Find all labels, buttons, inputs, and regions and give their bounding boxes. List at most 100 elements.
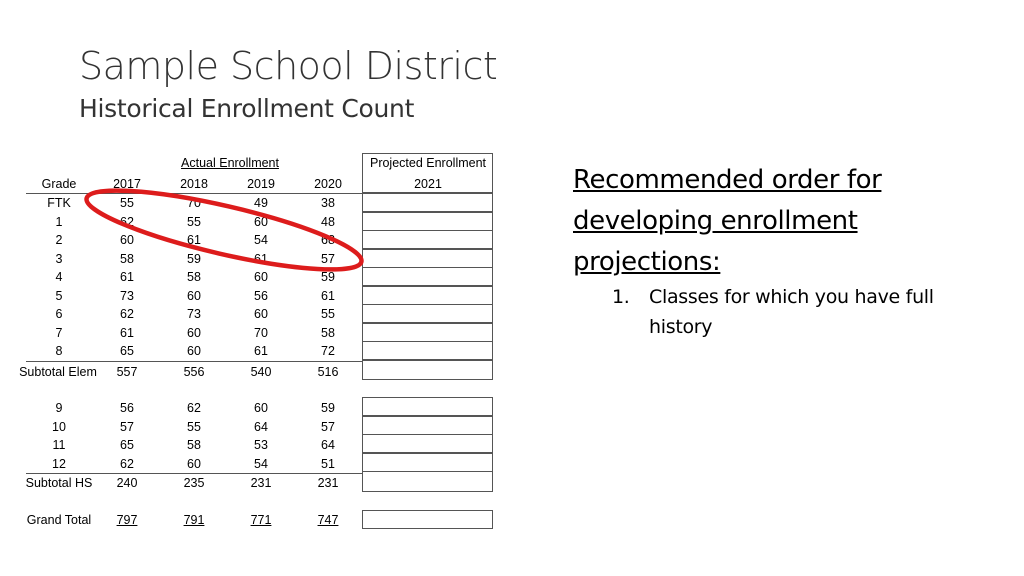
grade-label: FTK [47,196,71,210]
item-text: Classes for which you have full history [649,286,934,338]
subtotal-hs-value: 235 [183,476,205,490]
enrollment-value: 55 [187,214,201,229]
enrollment-value: 60 [254,307,268,321]
grade-label: 12 [52,456,66,471]
enrollment-value: 60 [187,325,201,340]
year-header: 2020 [314,177,342,191]
subtotal-elem-value: 556 [183,364,205,379]
subtotal-rule [26,360,362,362]
enrollment-value: 57 [321,419,335,434]
enrollment-value: 61 [254,251,268,266]
grade-label: 4 [55,270,63,284]
grade-label: 6 [55,307,63,321]
item-number: 1. [612,286,630,308]
grade-label: 7 [55,325,63,340]
subtotal-hs-value: 231 [250,476,272,490]
enrollment-value: 55 [321,307,335,321]
year-header: 2017 [113,177,141,191]
grade-label: 3 [55,251,63,266]
enrollment-value: 48 [321,214,335,229]
projection-input-box[interactable] [362,471,493,492]
enrollment-value: 68 [321,233,335,247]
enrollment-value: 55 [120,196,134,210]
projection-input-box[interactable] [362,193,493,212]
grade-label: 8 [55,344,63,358]
enrollment-value: 64 [321,438,335,452]
enrollment-value: 65 [120,344,134,358]
subtotal-rule [26,473,362,474]
enrollment-value: 59 [321,270,335,284]
enrollment-value: 60 [254,401,268,415]
enrollment-value: 60 [120,233,134,247]
grand-total-value: 747 [317,513,339,527]
enrollment-value: 58 [120,251,134,266]
grade-label: 9 [55,401,63,415]
enrollment-value: 61 [120,325,134,340]
projection-input-box[interactable] [362,211,493,231]
enrollment-value: 58 [187,270,201,284]
grade-header: Grade [41,177,77,191]
subtotal-elem-value: 540 [250,364,272,379]
subtotal-hs-label: Subtotal HS [25,476,93,490]
year-header: 2019 [247,177,275,191]
projection-input-box[interactable] [362,322,493,342]
projection-input-box[interactable] [362,359,493,380]
enrollment-value: 73 [120,288,134,303]
subtotal-hs-value: 240 [116,476,138,490]
enrollment-value: 51 [321,456,335,471]
enrollment-value: 60 [254,270,268,284]
enrollment-value: 73 [187,307,201,321]
projection-input-box[interactable] [362,267,493,286]
subtotal-elem-value: 557 [116,364,138,379]
projection-input-box[interactable] [362,452,493,472]
projection-input-box[interactable] [362,285,493,305]
projection-input-box[interactable] [362,341,493,360]
enrollment-value: 62 [120,307,134,321]
enrollment-value: 60 [187,456,201,471]
enrollment-value: 64 [254,419,268,434]
enrollment-value: 58 [187,438,201,452]
grand-total-label: Grand Total [26,513,92,527]
enrollment-value: 57 [321,251,335,266]
enrollment-value: 57 [120,419,134,434]
enrollment-value: 38 [321,196,335,210]
projection-input-box[interactable] [362,434,493,453]
grade-label: 5 [55,288,63,303]
projection-input-box[interactable] [362,415,493,435]
enrollment-value: 62 [120,214,134,229]
enrollment-value: 56 [120,401,134,415]
enrollment-value: 54 [254,456,268,471]
grade-label: 11 [52,438,66,452]
grade-label: 10 [52,419,66,434]
projection-input-box[interactable] [362,153,493,193]
slide-subtitle: Historical Enrollment Count [79,94,415,123]
subtotal-hs-value: 231 [317,476,339,490]
enrollment-value: 49 [254,196,268,210]
enrollment-value: 59 [187,251,201,266]
projection-input-box[interactable] [362,248,493,268]
enrollment-value: 61 [321,288,335,303]
enrollment-value: 55 [187,419,201,434]
projected-year-header: 2021 [414,177,442,191]
enrollment-value: 70 [254,325,268,340]
enrollment-value: 62 [187,401,201,415]
header-rule [26,193,362,194]
projection-input-box[interactable] [362,397,493,416]
enrollment-value: 62 [120,456,134,471]
enrollment-value: 70 [187,196,201,210]
year-header: 2018 [180,177,208,191]
recommendation-heading: Recommended order for developing enrollm… [573,165,882,277]
projection-input-box[interactable] [362,304,493,323]
enrollment-value: 65 [120,438,134,452]
enrollment-value: 56 [254,288,268,303]
grade-label: 1 [55,214,63,229]
projection-input-box[interactable] [362,230,493,249]
projection-input-box[interactable] [362,510,493,529]
grade-label: 2 [55,233,63,247]
enrollment-value: 59 [321,401,335,415]
enrollment-value: 61 [254,344,268,358]
actual-enrollment-header: Actual Enrollment [181,156,279,170]
grand-total-value: 797 [116,513,138,527]
enrollment-value: 60 [187,288,201,303]
slide-title: Sample School District [79,44,498,88]
